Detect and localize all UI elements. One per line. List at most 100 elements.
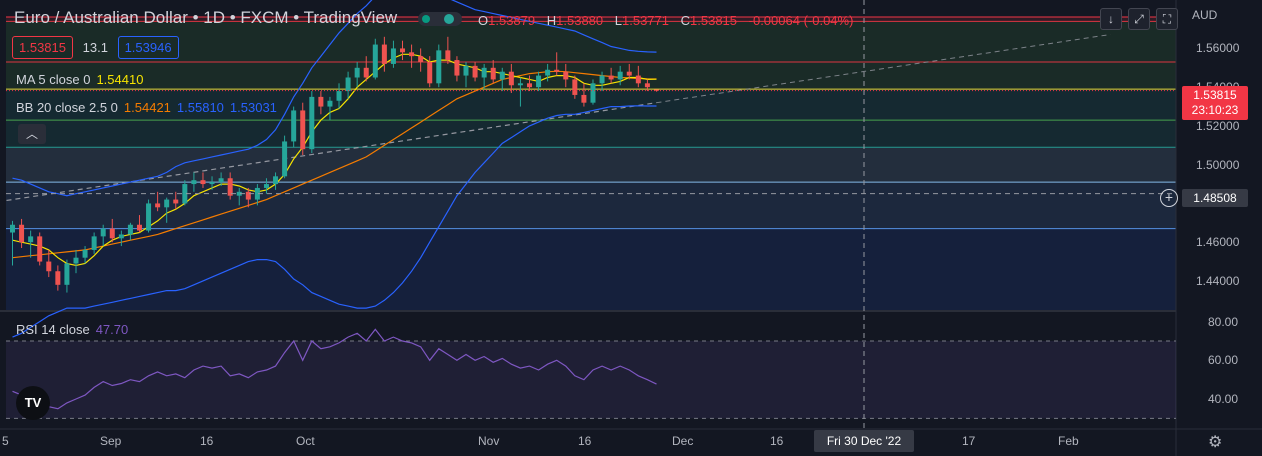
candle [644,79,650,92]
current-price-tag: 1.53815 23:10:23 [1182,86,1248,120]
candle-body [109,228,115,239]
candle-body [73,257,79,264]
chevron-up-icon[interactable]: ︿ [18,124,46,144]
trendline [6,102,657,202]
candle [626,63,632,80]
candle [617,65,623,86]
candle [109,218,115,243]
crosshair-date-tag: Fri 30 Dec '22 [814,430,914,452]
candle-body [572,79,578,95]
rsi-tick-label: 60.00 [1208,353,1239,368]
candle-body [400,48,406,53]
candle [236,187,242,206]
candle-body [517,83,523,86]
arrow-down-icon[interactable]: ↓ [1100,8,1122,30]
candle-body [481,67,487,78]
sell-button[interactable]: 1.53815 [12,36,73,59]
candle-body [545,69,551,76]
candle [427,56,433,88]
candle [73,249,79,274]
candle [10,220,15,266]
candle [291,106,297,148]
currency-selector[interactable]: AUD [1192,8,1218,22]
candle-body [644,83,650,88]
candle-body [300,110,306,150]
candle [46,249,52,278]
candle-body [526,83,532,88]
visibility-toggle[interactable] [418,12,462,26]
candle [282,135,288,179]
candle [390,40,396,68]
candle-body [463,65,469,76]
candle [418,48,424,72]
candle [164,197,170,223]
candle [200,172,206,188]
candle-body [164,199,170,208]
candle-body [64,263,70,285]
plus-icon[interactable]: + [1160,189,1178,207]
change-readout: -0.00064 (-0.04%) [748,13,854,28]
candle-body [136,224,142,231]
fib-zone [6,21,1176,62]
candle-body [390,48,396,64]
candle [245,187,251,208]
candle [218,172,224,186]
rsi-tick-label: 40.00 [1208,392,1239,406]
candle-body [173,199,179,204]
candle [28,230,34,258]
bb-legend[interactable]: BB 20 close 2.5 0 1.54421 1.55810 1.53031 [16,100,277,115]
candle-body [200,180,206,185]
candle-body [626,71,632,76]
buy-button[interactable]: 1.53946 [117,36,179,59]
candle-body [381,44,387,64]
candle [499,67,505,92]
candle-body [508,71,514,86]
rsi-band [6,341,1176,419]
price-tick-label: 1.50000 [1196,157,1240,172]
expand-icon[interactable]: ⤢ [1128,8,1150,30]
tradingview-logo: TV [16,386,50,420]
rsi-legend[interactable]: RSI 14 close 47.70 [16,322,129,337]
candle-body [191,180,197,185]
candle [363,56,369,82]
candle [155,191,161,212]
candle [536,71,542,92]
candle [100,224,106,247]
chart-title: Euro / Australian Dollar • 1D • FXCM • T… [14,8,398,27]
candle [581,83,587,107]
fullscreen-icon[interactable]: ⛶ [1156,8,1178,30]
candle [608,67,614,84]
ma-legend[interactable]: MA 5 close 0 1.54410 [16,72,144,87]
price-tick-label: 1.52000 [1196,118,1240,133]
candle-body [599,75,605,84]
candle-body [454,60,460,76]
candle [254,184,260,206]
candle [400,40,406,61]
candle-body [617,71,623,80]
candle [490,60,496,84]
candle [55,265,61,291]
candle-body [218,178,224,183]
candle-body [19,224,25,243]
candle [445,36,451,64]
time-tick-label: Dec [672,434,694,448]
time-tick-label: Feb [1058,434,1079,448]
candle-body [82,249,88,258]
candle-body [37,236,43,262]
candle-body [472,65,478,78]
candle [481,63,487,90]
candle [118,230,124,247]
candle [554,52,560,76]
candle-body [155,203,161,208]
candle [191,172,197,192]
candle-body [118,234,124,239]
candle [345,71,351,99]
candle-body [563,71,569,80]
candle-body [55,271,61,285]
candle-body [345,77,351,92]
trade-boxes: 1.53815 13.1 1.53946 [12,36,185,59]
candle [563,63,569,88]
gear-icon[interactable]: ⚙ [1208,434,1223,451]
candle [318,91,324,115]
